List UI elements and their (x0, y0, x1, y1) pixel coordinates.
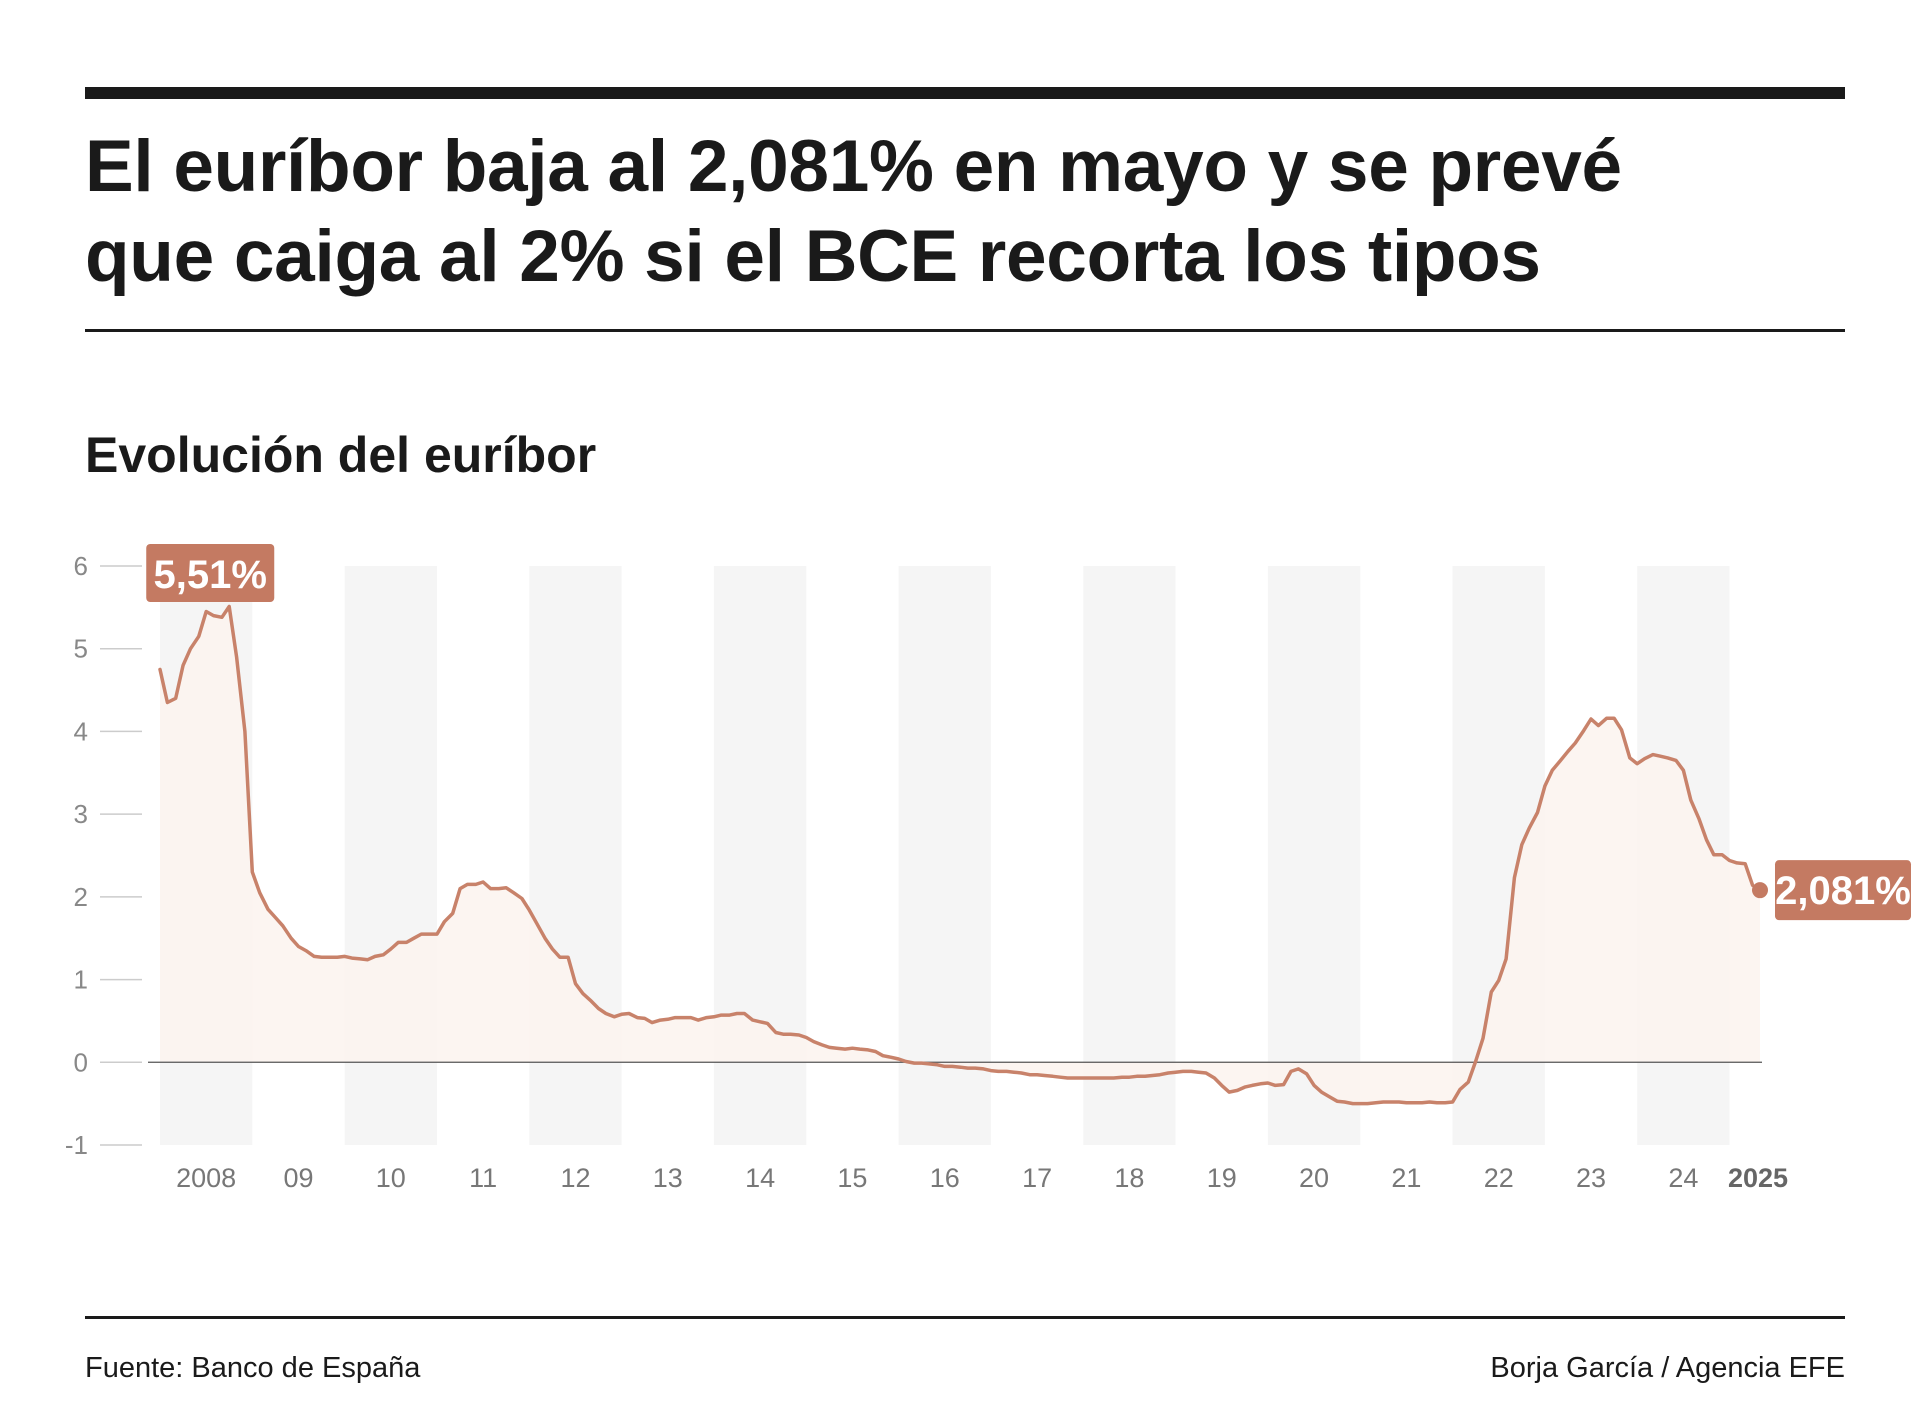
year-band (1083, 566, 1176, 1145)
last-value-dot (1752, 882, 1768, 899)
x-tick-label: 21 (1391, 1163, 1421, 1193)
x-tick-label: 18 (1114, 1163, 1144, 1193)
chart-title: Evolución del euríbor (85, 427, 597, 483)
year-band (898, 566, 991, 1145)
x-tick-label: 24 (1668, 1163, 1698, 1193)
credit-note: Borja García / Agencia EFE (1490, 1352, 1845, 1384)
x-tick-label: 10 (376, 1163, 406, 1193)
y-tick-label: 2 (74, 882, 88, 912)
footer-rule (85, 1316, 1845, 1319)
x-tick-label: 23 (1576, 1163, 1606, 1193)
y-tick-label: 6 (74, 551, 88, 581)
x-tick-label: 16 (930, 1163, 960, 1193)
top-rule (85, 87, 1845, 99)
peak-badge (146, 544, 275, 602)
last-value-label: 2,081% (1775, 869, 1911, 913)
y-tick-label: 1 (74, 965, 88, 995)
x-tick-label: 2008 (176, 1163, 236, 1193)
x-tick-label: 17 (1022, 1163, 1052, 1193)
x-tick-label: 2025 (1728, 1163, 1788, 1193)
x-tick-label: 13 (653, 1163, 683, 1193)
x-tick-label: 14 (745, 1163, 775, 1193)
x-tick-label: 22 (1484, 1163, 1514, 1193)
y-tick-label: 0 (74, 1047, 88, 1077)
headline-rule (85, 329, 1845, 332)
x-tick-label: 15 (837, 1163, 867, 1193)
x-tick-label: 12 (560, 1163, 590, 1193)
x-tick-label: 11 (469, 1163, 497, 1193)
x-tick-label: 19 (1207, 1163, 1237, 1193)
peak-label: 5,51% (154, 553, 267, 597)
last-value-badge (1775, 860, 1911, 921)
x-tick-label: 09 (283, 1163, 313, 1193)
y-tick-label: 5 (74, 634, 88, 664)
headline-line-1: El euríbor baja al 2,081% en mayo y se p… (85, 126, 1622, 207)
y-tick-label: -1 (65, 1130, 88, 1160)
headline-line-2: que caiga al 2% si el BCE recorta los ti… (85, 216, 1541, 297)
y-tick-label: 3 (74, 799, 88, 829)
headline: El euríbor baja al 2,081% en mayo y se p… (85, 122, 1865, 302)
source-note: Fuente: Banco de España (85, 1352, 421, 1384)
x-tick-label: 20 (1299, 1163, 1329, 1193)
year-band (1267, 566, 1361, 1145)
series-line (158, 604, 1762, 1106)
series-area (160, 606, 1760, 1104)
y-tick-label: 4 (74, 716, 88, 746)
